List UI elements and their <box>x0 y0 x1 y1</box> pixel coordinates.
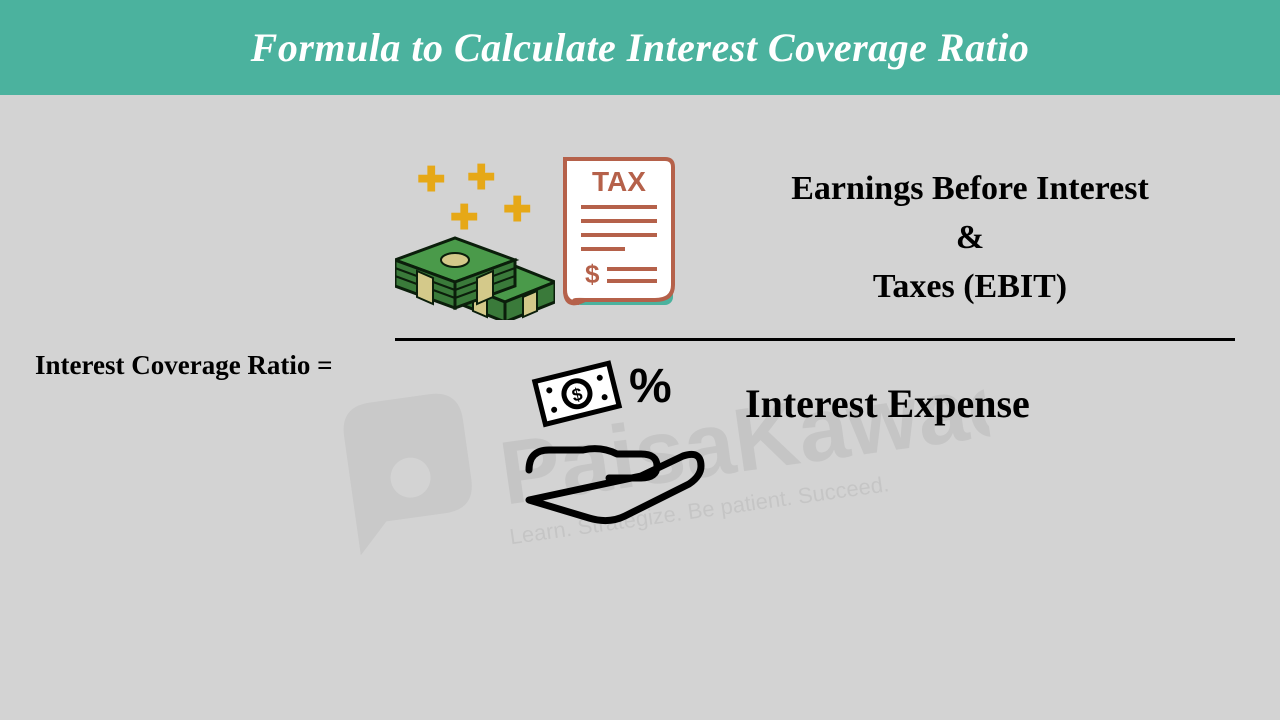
tax-document-icon: TAX $ <box>555 155 685 320</box>
plus-icon: ✚ <box>417 160 446 200</box>
plus-icon: ✚ <box>467 158 496 198</box>
percent-icon: % <box>629 360 672 413</box>
formula-numerator: ✚ ✚ ✚ ✚ <box>395 155 1235 330</box>
denominator-label: Interest Expense <box>745 380 1030 427</box>
fraction-divider <box>395 338 1235 341</box>
header-banner: Formula to Calculate Interest Coverage R… <box>0 0 1280 95</box>
numerator-line3: Taxes (EBIT) <box>705 262 1235 311</box>
numerator-line1: Earnings Before Interest <box>705 164 1235 213</box>
svg-text:$: $ <box>585 259 600 289</box>
page-title: Formula to Calculate Interest Coverage R… <box>251 24 1030 71</box>
formula-fraction: ✚ ✚ ✚ ✚ <box>395 155 1235 528</box>
numerator-label: Earnings Before Interest & Taxes (EBIT) <box>705 164 1235 312</box>
numerator-icons: ✚ ✚ ✚ ✚ <box>395 155 685 320</box>
formula-denominator: $ % Interest Expense <box>395 353 1235 528</box>
money-stack-icon: ✚ ✚ ✚ ✚ <box>395 170 555 320</box>
hand-money-icon: $ % <box>525 358 705 528</box>
tax-label: TAX <box>592 166 646 197</box>
formula-lhs: Interest Coverage Ratio = <box>35 350 333 381</box>
formula-content: PaisaKawach Learn. Strategize. Be patien… <box>0 95 1280 720</box>
numerator-line2: & <box>705 213 1235 262</box>
